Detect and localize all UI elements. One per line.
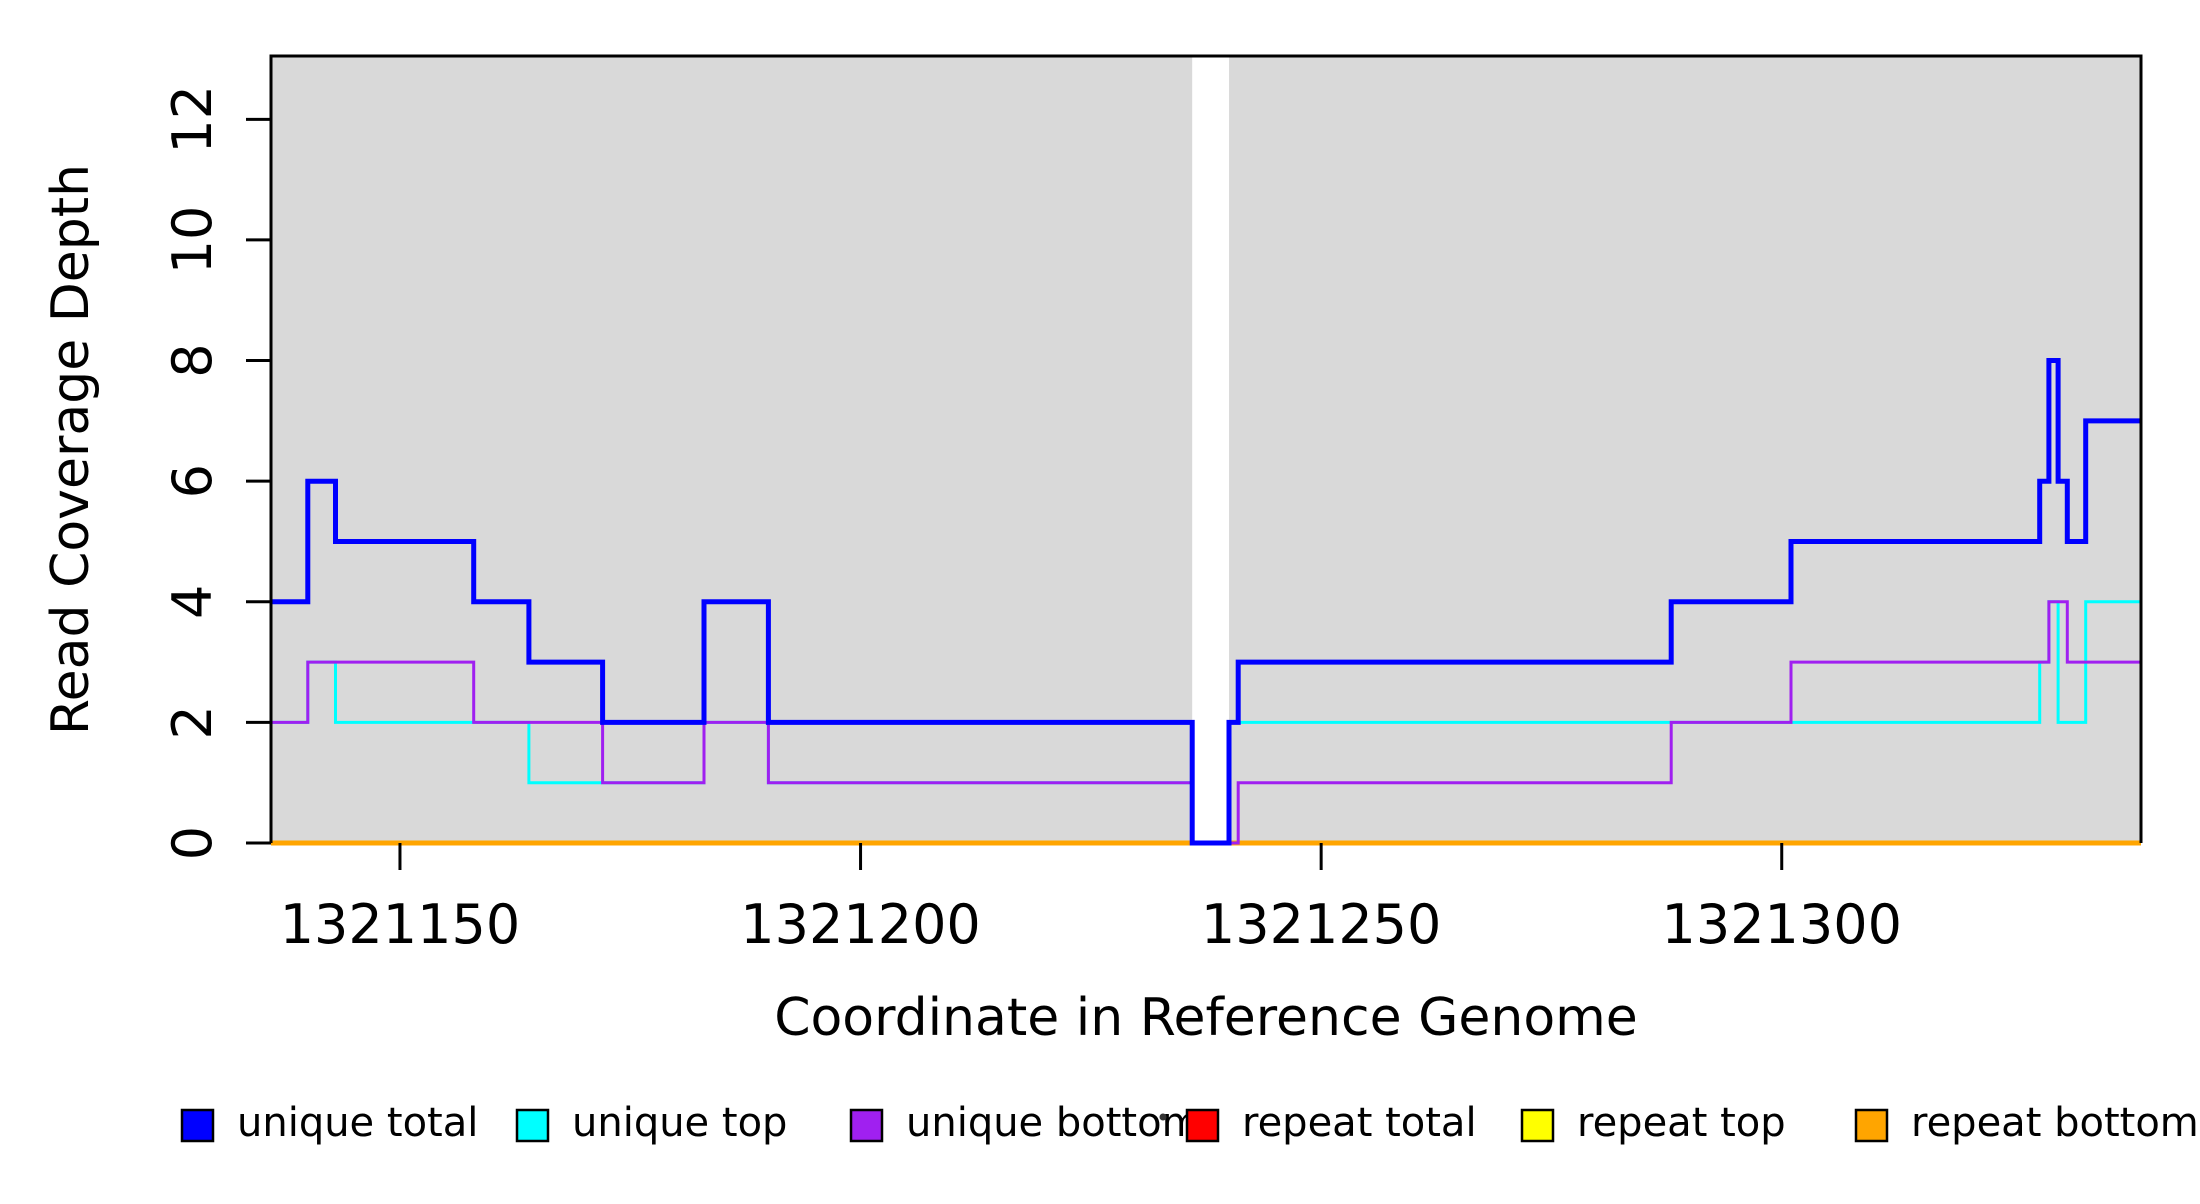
y-tick-label: 8 [161,343,224,377]
plot-background [271,56,2141,843]
axis-tick-labels: 1321150 1321200 1321250 1321300 0 2 4 6 8 10 12 [161,85,1902,956]
y-tick-label: 2 [161,705,224,739]
legend-item-unique-top: unique top [515,1100,787,1146]
y-tick-label: 12 [161,85,224,154]
legend-item-repeat-bottom: repeat bottom [1854,1100,2199,1146]
plot-bg-left-panel [271,56,1193,843]
x-tick-label: 1321150 [280,893,521,956]
series-lines [271,358,2141,846]
legend-swatch-unique-bottom [849,1108,884,1143]
legend-label: repeat total [1242,1100,1477,1146]
legend: unique total unique top unique bottom repea… [180,1100,2199,1146]
y-tick-label: 4 [161,585,224,619]
legend-item-repeat-total: repeat total [1185,1100,1477,1146]
x-axis-title: Coordinate in Reference Genome [774,988,1638,1048]
legend-swatch-repeat-top [1520,1108,1555,1143]
plot-box-border [269,54,2143,843]
y-tick-label: 10 [161,206,224,275]
legend-label: unique bottom [906,1100,1201,1146]
series-line-unique-total [271,358,2141,846]
y-tick-label: 6 [161,464,224,498]
axis-ticks [246,117,1784,870]
legend-label: repeat top [1577,1100,1786,1146]
x-tick-label: 1321200 [740,893,981,956]
y-axis-title: Read Coverage Depth [41,164,101,735]
legend-swatch-repeat-total [1185,1108,1220,1143]
stray-dot-mark [1159,1113,1167,1121]
legend-swatch-unique-top [515,1108,550,1143]
legend-item-repeat-top: repeat top [1520,1100,1786,1146]
legend-swatch-unique-total [180,1108,215,1143]
legend-label: unique top [572,1100,787,1146]
x-tick-label: 1321250 [1201,893,1442,956]
legend-label: repeat bottom [1911,1100,2199,1146]
legend-item-unique-total: unique total [180,1100,478,1146]
plot-bg-right-panel [1229,56,2141,843]
x-tick-label: 1321300 [1661,893,1902,956]
legend-swatch-repeat-bottom [1854,1108,1889,1143]
legend-label: unique total [237,1100,478,1146]
legend-item-unique-bottom: unique bottom [849,1100,1201,1146]
plot-box-outline [269,54,2143,843]
y-tick-label: 0 [161,826,224,860]
